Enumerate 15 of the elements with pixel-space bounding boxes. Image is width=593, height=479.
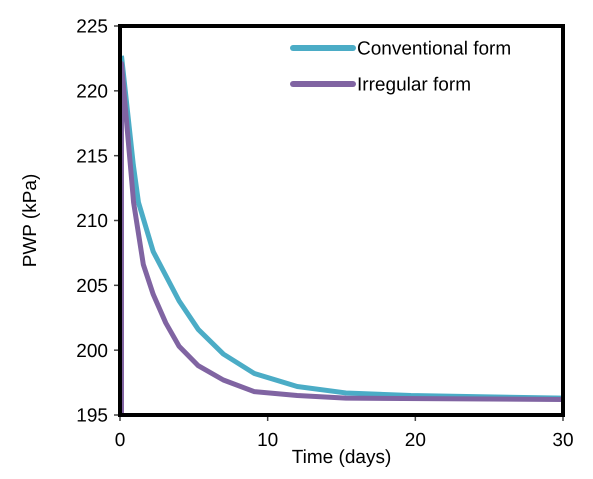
y-tick-label: 215 [76, 146, 108, 168]
x-tick-label: 0 [114, 430, 126, 451]
y-axis-title: PWP (kPa) [20, 174, 41, 268]
y-tick-label: 225 [76, 16, 108, 38]
x-axis-title: Time (days) [292, 447, 392, 468]
x-tick-label: 30 [552, 430, 574, 451]
y-tick-label: 205 [76, 276, 108, 297]
y-tick-label: 220 [76, 81, 108, 102]
y-tick-label: 195 [76, 406, 108, 427]
y-tick-label: 210 [76, 211, 108, 232]
x-tick-label: 20 [404, 430, 426, 451]
legend-label: Conventional form [357, 38, 512, 60]
legend-label: Irregular form [357, 74, 472, 96]
x-tick-label: 10 [257, 430, 278, 451]
y-tick-label: 200 [76, 340, 108, 362]
